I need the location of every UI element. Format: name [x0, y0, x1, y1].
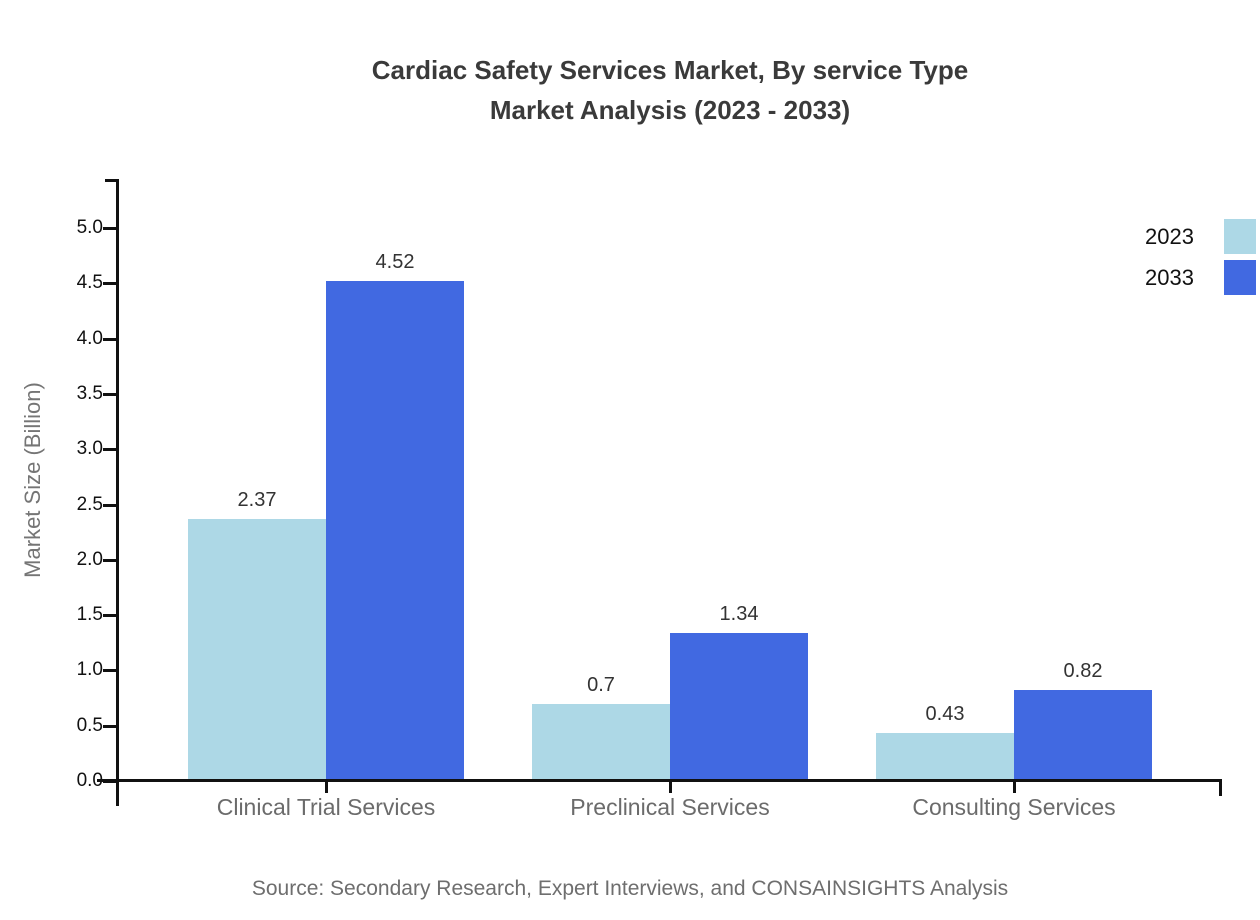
bar-2023-preclinical-services	[532, 704, 670, 781]
y-tick-3.5	[103, 393, 118, 396]
legend-item-2023: 2023	[1145, 219, 1256, 254]
y-tick-5.0	[103, 227, 118, 230]
y-tick-label-3.0: 3.0	[76, 438, 103, 459]
y-axis-spine	[116, 179, 119, 806]
bar-2033-preclinical-services	[670, 633, 808, 781]
x-category-label-clinical-trial-services: Clinical Trial Services	[216, 794, 436, 820]
y-tick-4.5	[103, 282, 118, 285]
y-tick-1.0	[103, 669, 118, 672]
y-tick-label-0.5: 0.5	[76, 715, 103, 736]
bar-2033-consulting-services	[1014, 690, 1152, 781]
chart-title-line2: Market Analysis (2023 - 2033)	[489, 95, 851, 125]
x-tick-preclinical-services	[669, 781, 672, 793]
bar-value-2033-preclinical-services: 1.34	[719, 603, 759, 625]
x-axis-spine	[97, 779, 1222, 782]
bar-value-2023-preclinical-services: 0.7	[587, 674, 615, 696]
bar-2023-consulting-services	[876, 733, 1014, 781]
y-tick-label-5.0: 5.0	[76, 217, 103, 238]
source-note: Source: Secondary Research, Expert Inter…	[251, 877, 1009, 900]
y-tick-label-4.0: 4.0	[76, 328, 103, 349]
bar-value-2023-clinical-trial-services: 2.37	[237, 489, 277, 511]
chart-title: Cardiac Safety Services Market, By servi…	[118, 50, 1222, 130]
x-category-label-preclinical-services: Preclinical Services	[570, 794, 770, 820]
y-tick-label-1.5: 1.5	[76, 604, 103, 625]
y-tick-2.0	[103, 559, 118, 562]
y-axis-title: Market Size (Billion)	[20, 382, 45, 578]
x-tick-consulting-services	[1013, 781, 1016, 793]
y-tick-4.0	[103, 338, 118, 341]
legend-swatch-2023	[1224, 219, 1256, 254]
bar-value-2033-clinical-trial-services: 4.52	[375, 251, 415, 273]
bar-2023-clinical-trial-services	[188, 519, 326, 781]
y-tick-label-3.5: 3.5	[76, 383, 103, 404]
y-tick-2.5	[103, 504, 118, 507]
legend-label-2033: 2033	[1145, 264, 1194, 290]
y-tick-label-2.5: 2.5	[76, 494, 103, 515]
y-tick-label-4.5: 4.5	[76, 272, 103, 293]
legend-label-2023: 2023	[1145, 223, 1194, 249]
y-axis-top-cap	[105, 179, 118, 182]
y-tick-label-0.0: 0.0	[76, 770, 103, 791]
legend-item-2033: 2033	[1145, 260, 1256, 295]
bar-value-2033-consulting-services: 0.82	[1063, 660, 1103, 682]
y-tick-0.5	[103, 725, 118, 728]
x-category-label-consulting-services: Consulting Services	[912, 794, 1116, 820]
chart-title-line1: Cardiac Safety Services Market, By servi…	[371, 55, 969, 85]
bar-2033-clinical-trial-services	[326, 281, 464, 781]
y-tick-1.5	[103, 614, 118, 617]
bar-value-2023-consulting-services: 0.43	[925, 703, 965, 725]
y-tick-3.0	[103, 448, 118, 451]
legend-swatch-2033	[1224, 260, 1256, 295]
x-axis-right-cap	[1219, 779, 1222, 796]
x-tick-clinical-trial-services	[325, 781, 328, 793]
y-tick-label-1.0: 1.0	[76, 659, 103, 680]
y-tick-label-2.0: 2.0	[76, 549, 103, 570]
